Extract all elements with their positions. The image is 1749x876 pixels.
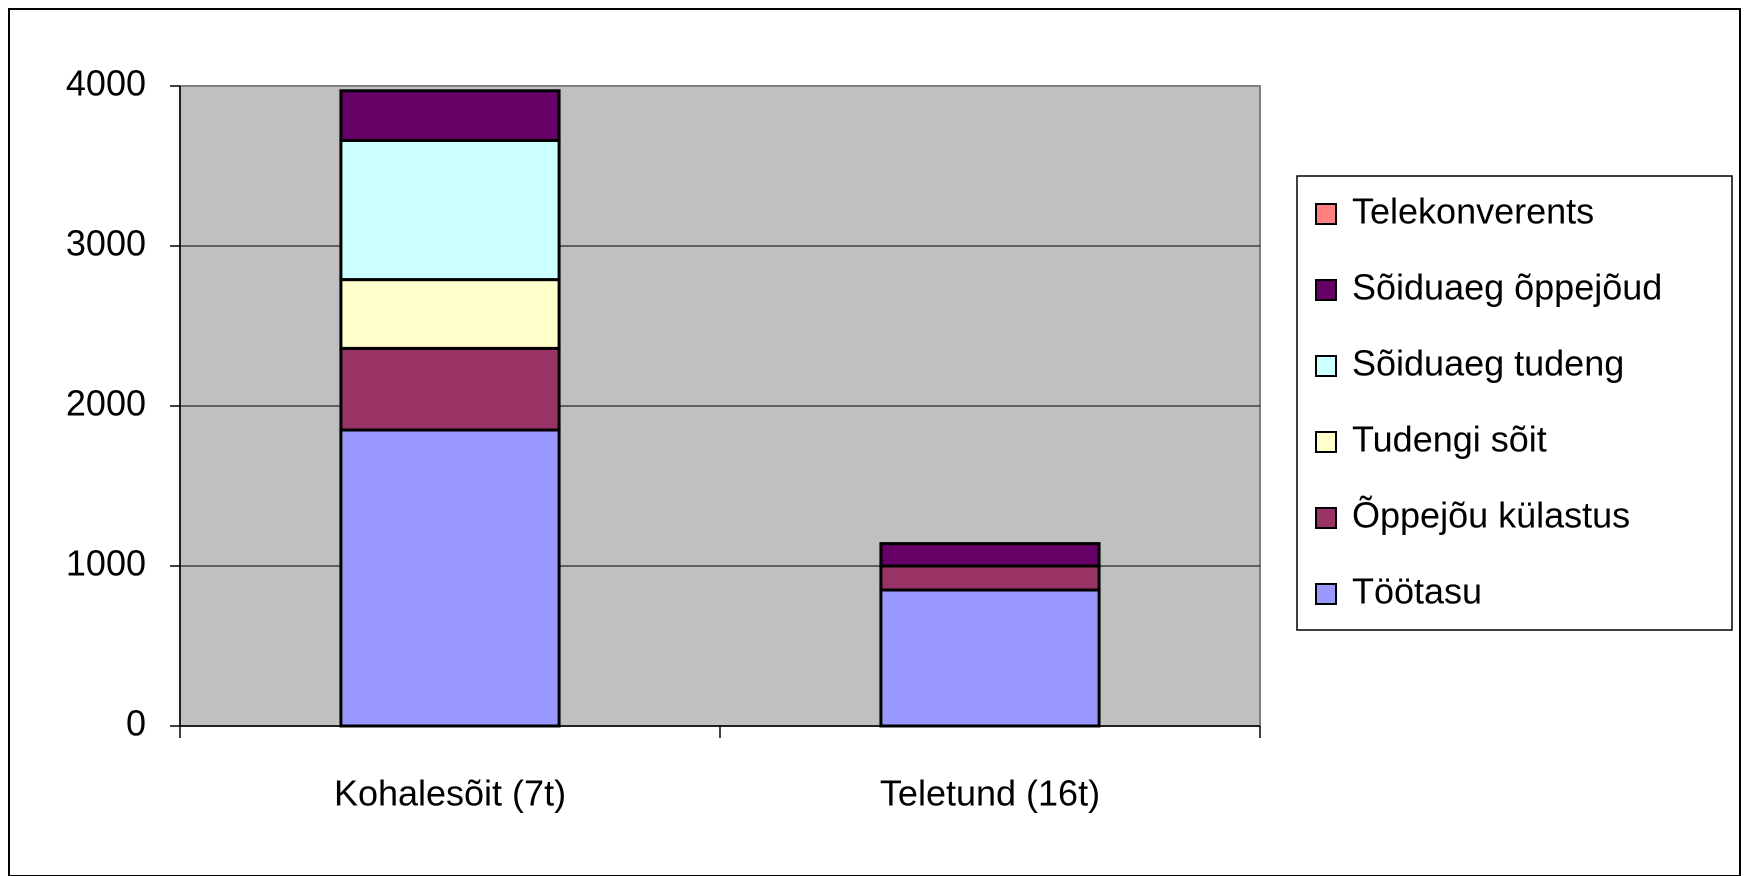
legend-label: Tudengi sõit	[1352, 419, 1547, 460]
legend-label: Sõiduaeg õppejõud	[1352, 267, 1662, 308]
bar-segment	[879, 564, 1101, 592]
bar-segment	[339, 138, 561, 282]
legend-label: Töötasu	[1352, 571, 1482, 612]
legend-label: Sõiduaeg tudeng	[1352, 343, 1624, 384]
legend-swatch	[1315, 203, 1337, 225]
legend-label: Õppejõu külastus	[1352, 495, 1630, 536]
legend-swatch	[1315, 279, 1337, 301]
x-tick-label: Kohalesõit (7t)	[334, 773, 566, 814]
legend-label: Telekonverents	[1352, 191, 1594, 232]
y-tick-label: 2000	[66, 383, 146, 424]
bar-segment	[879, 588, 1101, 728]
y-tick-label: 4000	[66, 63, 146, 104]
y-tick-label: 3000	[66, 223, 146, 264]
legend-swatch	[1315, 355, 1337, 377]
bar-segment	[879, 542, 1101, 568]
legend-box	[1296, 175, 1733, 631]
legend-swatch	[1315, 431, 1337, 453]
bar-segment	[339, 428, 561, 728]
bar-segment	[339, 346, 561, 432]
bar-segment	[339, 278, 561, 350]
x-tick-label: Teletund (16t)	[880, 773, 1100, 814]
legend-swatch	[1315, 507, 1337, 529]
y-tick-label: 1000	[66, 543, 146, 584]
legend-swatch	[1315, 583, 1337, 605]
y-tick-label: 0	[126, 703, 146, 744]
bar-segment	[339, 89, 561, 142]
